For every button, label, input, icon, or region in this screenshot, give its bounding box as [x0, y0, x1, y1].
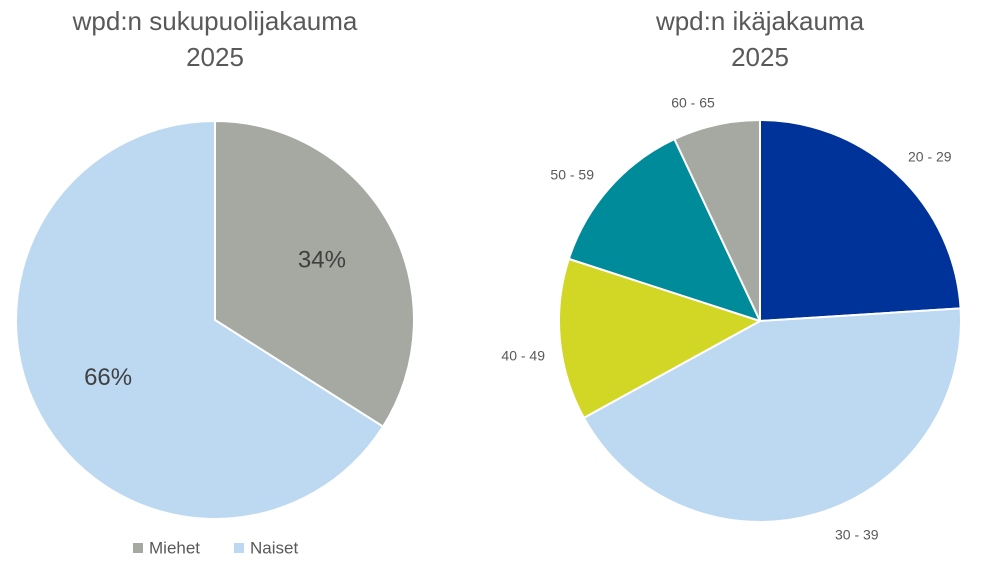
gender-pie-chart: wpd:n sukupuolijakauma 2025 34% 66% Miehe… [15, 6, 415, 557]
gender-slice-naiset [15, 120, 385, 520]
age-data-label-30-39: 30 - 39 [835, 527, 879, 543]
gender-data-label-miehet: 34% [298, 247, 346, 274]
legend-swatch-naiset [234, 543, 244, 553]
legend-label-naiset: Naiset [250, 538, 298, 557]
age-chart-subtitle: 2025 [731, 42, 789, 72]
gender-chart-title: wpd:n sukupuolijakauma [72, 6, 358, 36]
age-slice-60-65 [673, 119, 761, 322]
age-pie-chart: wpd:n ikäjakauma 2025 20 - 29 30 - 39 40 -… [501, 6, 962, 543]
age-data-label-40-49: 40 - 49 [501, 348, 545, 364]
age-data-label-20-29: 20 - 29 [908, 149, 952, 165]
gender-chart-subtitle: 2025 [186, 42, 244, 72]
age-slice-40-49 [558, 257, 761, 419]
gender-legend: Miehet Naiset [133, 538, 298, 557]
age-slice-20-29 [759, 119, 962, 322]
age-slice-30-39 [582, 307, 962, 523]
legend-swatch-miehet [133, 543, 143, 553]
age-data-label-50-59: 50 - 59 [550, 167, 594, 183]
age-data-label-60-65: 60 - 65 [671, 95, 715, 111]
gender-data-label-naiset: 66% [84, 364, 132, 391]
gender-slice-miehet [214, 120, 415, 428]
legend-label-miehet: Miehet [149, 538, 200, 557]
age-slice-50-59 [567, 138, 761, 322]
age-chart-title: wpd:n ikäjakauma [655, 6, 865, 36]
